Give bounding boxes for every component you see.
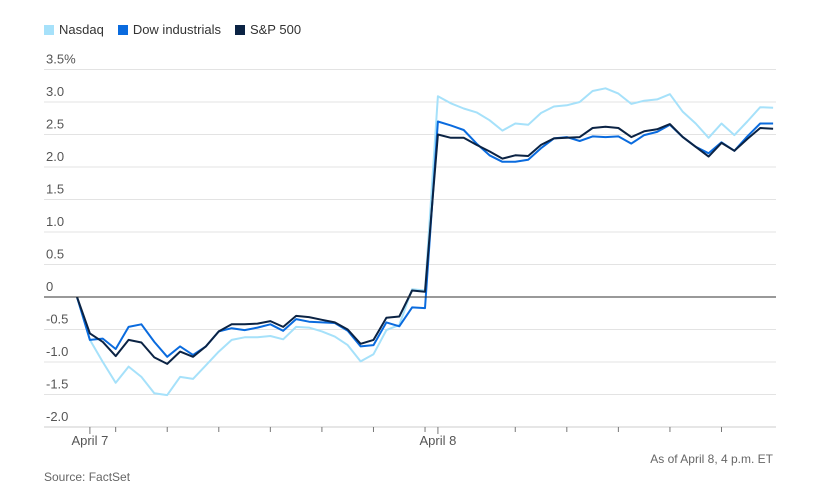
y-tick-label: 0 xyxy=(46,279,53,294)
y-tick-label: -1.0 xyxy=(46,344,68,359)
legend-swatch xyxy=(117,24,128,35)
y-tick-label: 3.0 xyxy=(46,84,64,99)
as-of-note: As of April 8, 4 p.m. ET xyxy=(650,452,773,466)
y-tick-label: 1.0 xyxy=(46,214,64,229)
legend-label: S&P 500 xyxy=(249,22,302,37)
source-note: Source: FactSet xyxy=(44,470,131,484)
legend-item-sp500: S&P 500 xyxy=(234,22,302,37)
legend: Nasdaq Dow industrials S&P 500 xyxy=(44,22,301,37)
y-tick-label: -0.5 xyxy=(46,312,68,327)
y-tick-label: 0.5 xyxy=(46,247,64,262)
y-tick-label: 3.5% xyxy=(46,52,76,67)
legend-label: Dow industrials xyxy=(132,22,221,37)
y-tick-label: 1.5 xyxy=(46,182,64,197)
legend-swatch xyxy=(44,24,54,35)
y-tick-label: -1.5 xyxy=(46,377,68,392)
series-line-s-p-500 xyxy=(76,123,774,365)
legend-label: Nasdaq xyxy=(59,22,104,37)
x-tick-label: April 8 xyxy=(419,433,456,448)
y-tick-label: -2.0 xyxy=(46,409,68,424)
y-tick-label: 2.5 xyxy=(46,117,64,132)
legend-item-dow: Dow industrials xyxy=(117,22,221,37)
series-line-dow-industrials xyxy=(76,120,774,358)
x-tick-label: April 7 xyxy=(71,433,108,448)
legend-swatch xyxy=(234,24,245,35)
y-tick-label: 2.0 xyxy=(46,149,64,164)
legend-item-nasdaq: Nasdaq xyxy=(44,22,104,37)
